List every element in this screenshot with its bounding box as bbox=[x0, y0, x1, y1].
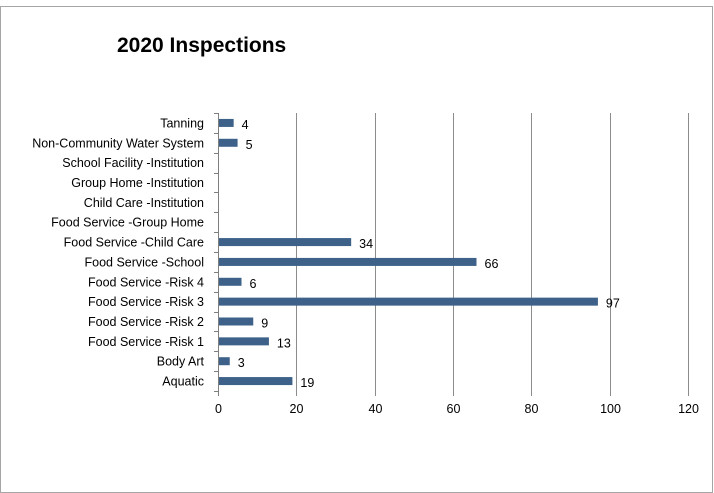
data-label: 6 bbox=[250, 277, 257, 291]
x-tick-label: 20 bbox=[290, 402, 304, 416]
category-label: School Facility -Institution bbox=[62, 156, 204, 170]
bar bbox=[219, 257, 477, 266]
category-label: Food Service -Child Care bbox=[64, 236, 204, 250]
category-label: Food Service -Group Home bbox=[51, 216, 204, 230]
category-label: Tanning bbox=[160, 116, 204, 130]
x-tick-label: 120 bbox=[678, 402, 699, 416]
bar bbox=[219, 238, 352, 247]
bar bbox=[219, 118, 234, 127]
gridlines bbox=[214, 113, 689, 396]
category-label: Non-Community Water System bbox=[32, 136, 204, 150]
bars bbox=[219, 118, 598, 386]
data-label: 5 bbox=[246, 138, 253, 152]
data-label: 4 bbox=[242, 118, 249, 132]
bar bbox=[219, 357, 230, 366]
category-label: Aquatic bbox=[162, 375, 204, 389]
data-label: 9 bbox=[261, 317, 268, 331]
bar bbox=[219, 297, 598, 306]
category-label: Food Service -Risk 3 bbox=[88, 295, 204, 309]
bar bbox=[219, 138, 238, 147]
bar bbox=[219, 337, 269, 346]
chart-title: 2020 Inspections bbox=[117, 34, 286, 57]
x-tick-labels: 0 20 40 60 80 100 120 bbox=[215, 402, 699, 416]
x-tick-label: 100 bbox=[600, 402, 621, 416]
x-tick-label: 0 bbox=[215, 402, 222, 416]
category-label: Body Art bbox=[157, 355, 205, 369]
x-tick-label: 60 bbox=[447, 402, 461, 416]
category-labels: Tanning Non-Community Water System School … bbox=[32, 116, 204, 388]
data-label: 97 bbox=[606, 297, 620, 311]
data-label: 13 bbox=[277, 336, 291, 350]
data-label: 19 bbox=[300, 376, 314, 390]
category-label: Child Care -Institution bbox=[84, 196, 204, 210]
category-label: Food Service -Risk 2 bbox=[88, 315, 204, 329]
data-label: 66 bbox=[485, 257, 499, 271]
bar bbox=[219, 277, 242, 286]
bar bbox=[219, 377, 293, 386]
data-label: 34 bbox=[359, 237, 373, 251]
category-label: Food Service -School bbox=[84, 255, 204, 269]
data-label: 3 bbox=[238, 356, 245, 370]
x-tick-label: 80 bbox=[525, 402, 539, 416]
category-label: Food Service -Risk 1 bbox=[88, 335, 204, 349]
x-tick-label: 40 bbox=[369, 402, 383, 416]
chart-border bbox=[0, 6, 713, 493]
category-label: Food Service -Risk 4 bbox=[88, 275, 204, 289]
bar bbox=[219, 317, 254, 326]
category-label: Group Home -Institution bbox=[71, 176, 204, 190]
